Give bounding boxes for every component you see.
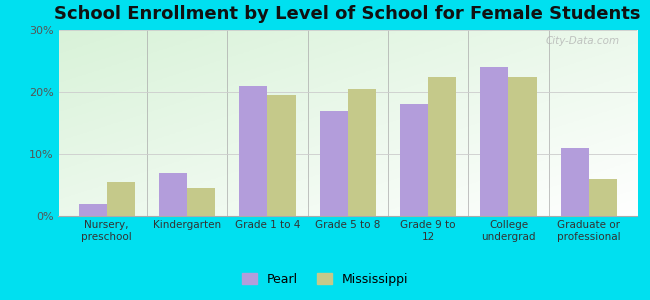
Bar [428, 76, 456, 216]
Bar [508, 76, 536, 216]
Bar [348, 89, 376, 216]
Bar [589, 179, 617, 216]
Bar [79, 204, 107, 216]
Title: School Enrollment by Level of School for Female Students: School Enrollment by Level of School for… [55, 5, 641, 23]
Bar [187, 188, 215, 216]
Bar [480, 67, 508, 216]
Text: City-Data.com: City-Data.com [545, 36, 619, 46]
Bar [239, 86, 267, 216]
Legend: Pearl, Mississippi: Pearl, Mississippi [237, 268, 413, 291]
Bar [267, 95, 296, 216]
Bar [561, 148, 589, 216]
Bar [400, 104, 428, 216]
Bar [320, 111, 348, 216]
Bar [159, 172, 187, 216]
Bar [107, 182, 135, 216]
